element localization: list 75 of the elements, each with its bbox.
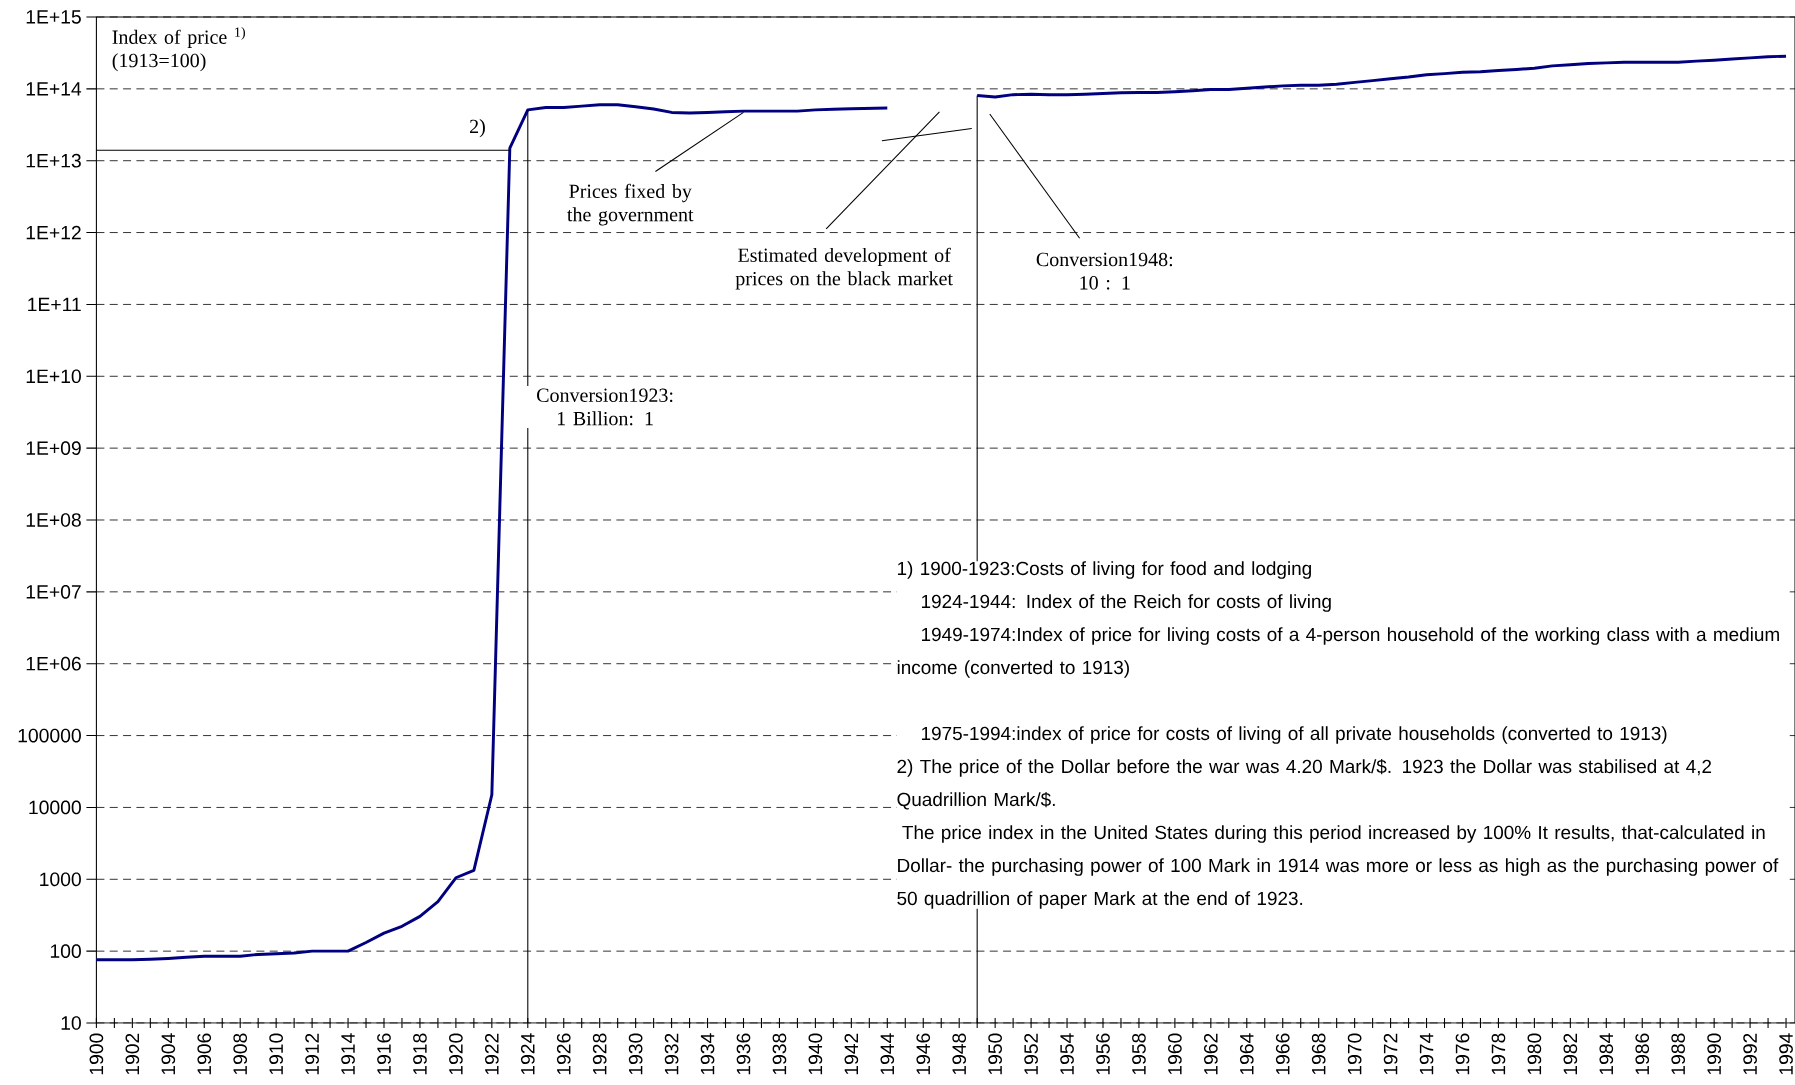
- x-tick-label: 1940: [808, 1033, 823, 1075]
- x-tick-label: 1922: [484, 1033, 499, 1075]
- x-tick-label: 1952: [1024, 1033, 1038, 1075]
- annotation: 1924-1944: Index of the Reich for costs of living: [921, 594, 1331, 612]
- x-tick-label: 1934: [700, 1033, 715, 1075]
- annotation: Prices fixed by the government: [567, 183, 694, 226]
- x-tick-label: 1920: [449, 1033, 463, 1075]
- y-tick-label: 100000: [18, 728, 81, 743]
- x-tick-label: 1978: [1491, 1033, 1506, 1075]
- x-tick-label: 1982: [1563, 1033, 1578, 1075]
- y-tick-label: 1E+06: [26, 656, 81, 671]
- text: Index of price $^{1)}$ (1913=100): [112, 27, 245, 72]
- x-tick-label: 1904: [161, 1033, 176, 1075]
- y-tick-label: 1E+15: [26, 10, 81, 24]
- y-tick-label: 1E+14: [26, 82, 82, 96]
- x-tick-label: 1918: [413, 1033, 427, 1075]
- x-tick-label: 1958: [1132, 1033, 1146, 1075]
- x-tick-label: 1986: [1635, 1033, 1650, 1075]
- x-tick-label: 1900: [89, 1033, 104, 1075]
- annotation: 1975-1994:index of price for costs of living of all private households (converted to 1913): [921, 726, 1667, 744]
- x-tick-label: 1980: [1527, 1033, 1542, 1075]
- y-tick-label: 1E+07: [26, 585, 81, 599]
- x-tick-label: 1984: [1599, 1033, 1614, 1075]
- x-tick-label: 1972: [1383, 1033, 1398, 1075]
- y-tick-label: 1000: [40, 872, 81, 887]
- x-tick-label: 1954: [1060, 1033, 1074, 1075]
- annotation: Conversion1948: 10 : 1: [1036, 252, 1173, 290]
- y-tick-label: 1E+12: [26, 225, 81, 240]
- x-tick-label: 1974: [1419, 1033, 1434, 1075]
- x-tick-label: 1936: [736, 1033, 751, 1075]
- annotation: Estimated development of prices on the black market: [735, 247, 953, 290]
- x-tick-label: 1976: [1455, 1033, 1470, 1075]
- x-tick-label: 1916: [377, 1033, 391, 1075]
- x-tick-label: 1992: [1743, 1033, 1757, 1075]
- x-tick-label: 1914: [341, 1033, 355, 1075]
- annotation: 1949-1974:Index of price for living costs of a 4-person household of the working class with a medium income (converted to 1913): [897, 627, 1779, 678]
- x-tick-label: 1930: [628, 1033, 643, 1075]
- x-tick-label: 1956: [1096, 1033, 1110, 1075]
- x-tick-label: 1948: [952, 1033, 967, 1075]
- y-tick-label: 1E+11: [28, 297, 81, 312]
- y-tick-label: 1E+08: [26, 513, 81, 527]
- x-tick-label: 1942: [844, 1033, 859, 1075]
- annotation: 1) 1900-1923:Costs of living for food and lodging: [897, 561, 1311, 579]
- x-tick-label: 1908: [233, 1033, 248, 1075]
- x-tick-label: 1970: [1347, 1033, 1362, 1075]
- x-tick-label: 1906: [197, 1033, 212, 1075]
- y-tick-label: 1E+13: [26, 153, 81, 168]
- y-tick-label: 10000: [29, 800, 81, 815]
- x-tick-label: 1950: [988, 1033, 1002, 1075]
- annotation: The price index in the United States during this period increased by 100% It results, that-calculated in Dollar- the purchasing power of 100 Mark in 1914 was more or less as high as the purchasing power of 50 quadrillion of paper Mark at the end of 1923.: [897, 825, 1779, 909]
- annotation: 2): [470, 119, 485, 138]
- annotation: Conversion1923: 1 Billion: 1: [537, 388, 673, 426]
- x-tick-label: 1994: [1779, 1033, 1793, 1075]
- x-tick-label: 1988: [1671, 1033, 1686, 1075]
- x-tick-label: 1928: [592, 1033, 607, 1075]
- x-tick-label: 1938: [772, 1033, 787, 1075]
- x-tick-label: 1966: [1275, 1033, 1290, 1075]
- x-tick-label: 1926: [556, 1033, 571, 1075]
- x-tick-label: 1910: [269, 1033, 283, 1075]
- x-tick-label: 1960: [1168, 1033, 1182, 1075]
- x-tick-label: 1924: [520, 1033, 535, 1075]
- y-tick-label: 1E+09: [26, 441, 81, 455]
- x-tick-label: 1946: [916, 1033, 931, 1075]
- x-tick-label: 1962: [1203, 1033, 1218, 1075]
- x-tick-label: 1944: [880, 1033, 895, 1075]
- x-tick-label: 1932: [664, 1033, 679, 1075]
- y-tick-label: 10: [61, 1016, 81, 1030]
- annotation: 2) The price of the Dollar before the war was 4.20 Mark/$. 1923 the Dollar was stabilised at 4,2 Quadrillion Mark/$.: [897, 758, 1712, 810]
- y-tick-label: 1E+10: [26, 369, 81, 384]
- x-tick-label: 1964: [1239, 1033, 1254, 1075]
- x-tick-label: 1968: [1311, 1033, 1326, 1075]
- y-tick-label: 100: [50, 944, 81, 958]
- x-tick-label: 1990: [1707, 1033, 1721, 1075]
- x-tick-label: 1912: [305, 1033, 319, 1075]
- x-tick-label: 1902: [125, 1033, 140, 1075]
